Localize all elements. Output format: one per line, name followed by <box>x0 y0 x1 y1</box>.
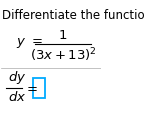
Text: $(3x+13)^{2}$: $(3x+13)^{2}$ <box>30 46 96 64</box>
Text: $dy$: $dy$ <box>8 69 26 86</box>
Text: $=$: $=$ <box>24 81 38 94</box>
Text: Differentiate the function.: Differentiate the function. <box>2 9 145 22</box>
Text: $dx$: $dx$ <box>8 90 26 104</box>
Text: $1$: $1$ <box>58 29 68 42</box>
FancyBboxPatch shape <box>33 78 45 98</box>
Text: $y\ =$: $y\ =$ <box>16 36 43 50</box>
